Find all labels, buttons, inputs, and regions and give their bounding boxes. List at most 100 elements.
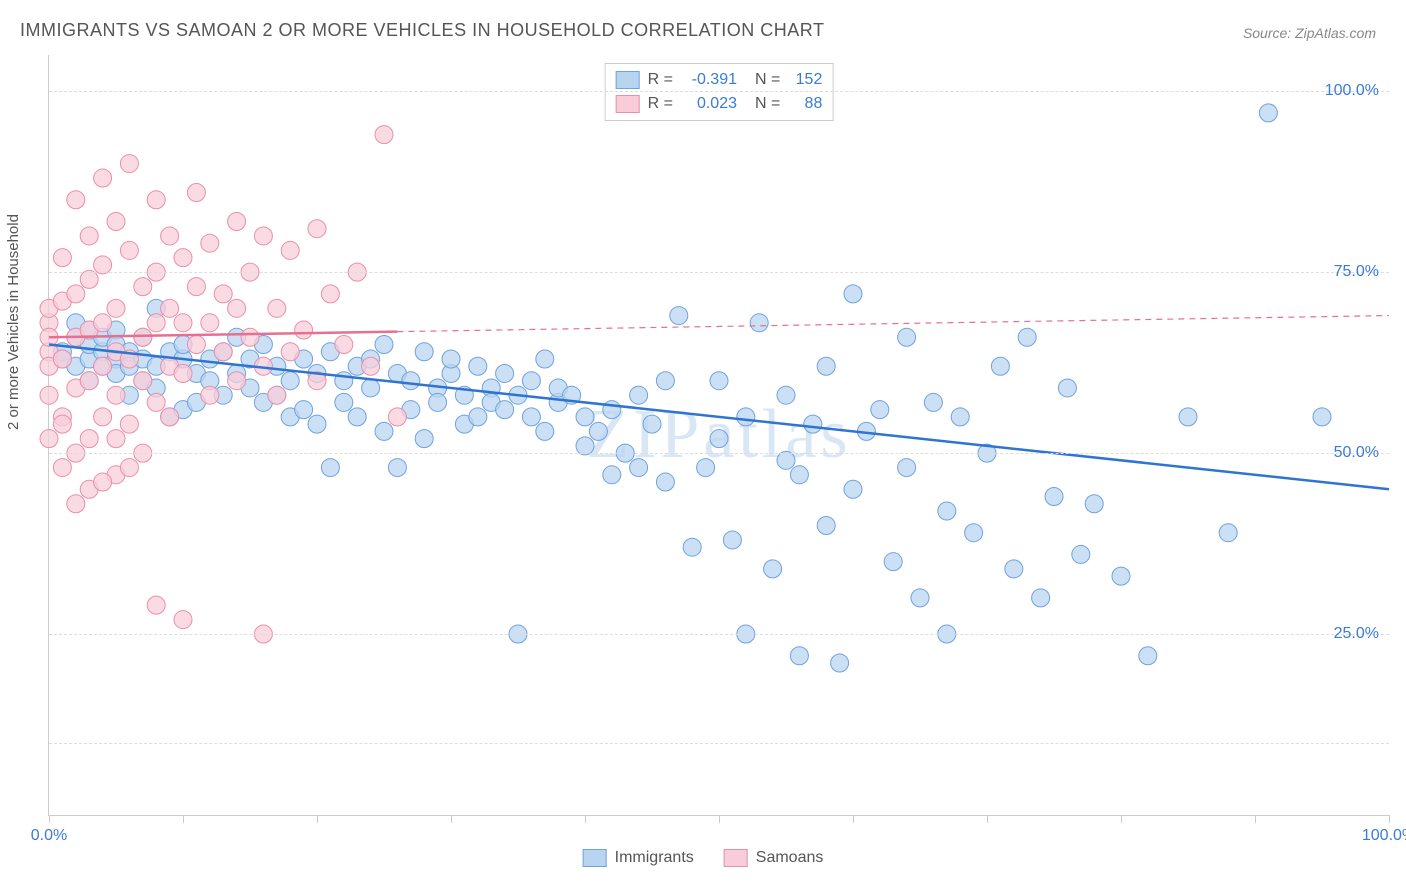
data-point — [630, 386, 648, 404]
data-point — [643, 415, 661, 433]
data-point — [362, 357, 380, 375]
data-point — [469, 357, 487, 375]
data-point — [1018, 328, 1036, 346]
data-point — [496, 401, 514, 419]
data-point — [268, 386, 286, 404]
data-point — [415, 343, 433, 361]
x-tick-label: 0.0% — [31, 827, 67, 845]
data-point — [147, 191, 165, 209]
data-point — [911, 589, 929, 607]
data-point — [134, 278, 152, 296]
data-point — [656, 473, 674, 491]
legend-item: Immigrants — [583, 849, 694, 867]
legend-label: Samoans — [756, 849, 824, 867]
data-point — [656, 372, 674, 390]
source-label: Source: ZipAtlas.com — [1243, 25, 1376, 41]
data-point — [938, 502, 956, 520]
series-legend: Immigrants Samoans — [583, 849, 824, 867]
data-point — [630, 459, 648, 477]
data-point — [120, 415, 138, 433]
data-point — [187, 278, 205, 296]
data-point — [120, 155, 138, 173]
data-point — [496, 364, 514, 382]
data-point — [67, 285, 85, 303]
data-point — [174, 249, 192, 267]
data-point — [1032, 589, 1050, 607]
data-point — [201, 386, 219, 404]
data-point — [335, 393, 353, 411]
x-tick — [1389, 815, 1390, 823]
x-tick — [1255, 815, 1256, 823]
data-point — [161, 299, 179, 317]
data-point — [308, 220, 326, 238]
y-axis-label: 2 or more Vehicles in Household — [5, 214, 22, 430]
data-point — [107, 386, 125, 404]
y-tick-label: 100.0% — [1325, 82, 1379, 100]
data-point — [40, 386, 58, 404]
data-point — [737, 408, 755, 426]
data-point — [254, 227, 272, 245]
data-point — [308, 415, 326, 433]
gridline — [49, 634, 1389, 635]
stat-r-label: R = — [648, 68, 673, 92]
data-point — [1112, 567, 1130, 585]
data-point — [388, 459, 406, 477]
data-point — [442, 350, 460, 368]
data-point — [965, 524, 983, 542]
data-point — [536, 422, 554, 440]
data-point — [469, 408, 487, 426]
x-tick — [451, 815, 452, 823]
data-point — [94, 357, 112, 375]
stat-r-value: 0.023 — [681, 92, 737, 116]
data-point — [1219, 524, 1237, 542]
data-point — [750, 314, 768, 332]
data-point — [107, 212, 125, 230]
data-point — [228, 212, 246, 230]
data-point — [67, 191, 85, 209]
y-tick-label: 50.0% — [1334, 444, 1379, 462]
data-point — [831, 654, 849, 672]
gridline — [49, 453, 1389, 454]
data-point — [1313, 408, 1331, 426]
data-point — [174, 314, 192, 332]
data-point — [40, 430, 58, 448]
data-point — [710, 372, 728, 390]
data-point — [67, 495, 85, 513]
x-tick — [183, 815, 184, 823]
data-point — [790, 466, 808, 484]
stat-n-label: N = — [755, 92, 780, 116]
legend-swatch — [616, 95, 640, 113]
data-point — [522, 372, 540, 390]
stats-row: R =0.023N =88 — [616, 92, 823, 116]
gridline — [49, 272, 1389, 273]
data-point — [924, 393, 942, 411]
data-point — [817, 357, 835, 375]
data-point — [1085, 495, 1103, 513]
data-point — [228, 372, 246, 390]
data-point — [281, 372, 299, 390]
data-point — [589, 422, 607, 440]
data-point — [362, 379, 380, 397]
data-point — [697, 459, 715, 477]
data-point — [321, 285, 339, 303]
data-point — [174, 364, 192, 382]
gridline — [49, 91, 1389, 92]
data-point — [522, 408, 540, 426]
data-point — [683, 538, 701, 556]
data-point — [790, 647, 808, 665]
data-point — [53, 459, 71, 477]
data-point — [80, 227, 98, 245]
data-point — [388, 408, 406, 426]
x-tick-label: 100.0% — [1362, 827, 1406, 845]
data-point — [134, 328, 152, 346]
data-point — [402, 372, 420, 390]
data-point — [281, 343, 299, 361]
data-point — [536, 350, 554, 368]
data-point — [991, 357, 1009, 375]
data-point — [1259, 104, 1277, 122]
data-point — [161, 408, 179, 426]
data-point — [603, 466, 621, 484]
data-point — [335, 336, 353, 354]
stats-row: R =-0.391N =152 — [616, 68, 823, 92]
data-point — [268, 299, 286, 317]
